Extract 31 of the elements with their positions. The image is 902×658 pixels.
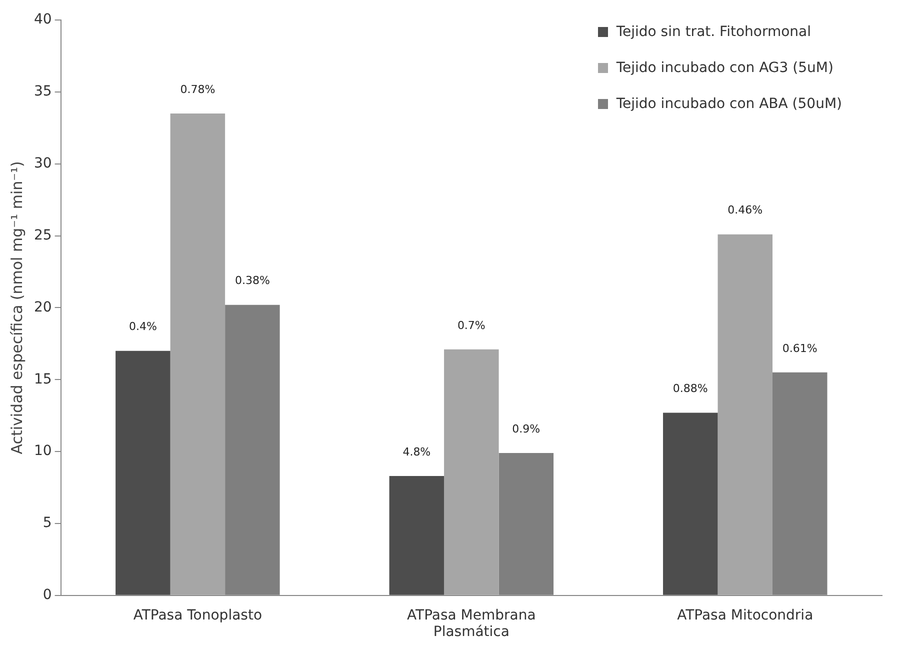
legend-label: Tejido sin trat. Fitohormonal bbox=[616, 24, 812, 40]
bar bbox=[389, 476, 444, 595]
bar bbox=[444, 349, 499, 595]
annotation: 0.46% bbox=[728, 204, 763, 217]
y-tick-label: 5 bbox=[42, 515, 52, 532]
annotation: 0.9% bbox=[512, 422, 540, 436]
annotation: 0.7% bbox=[457, 318, 486, 332]
y-tick-label: 15 bbox=[34, 371, 52, 388]
y-tick-label: 40 bbox=[34, 12, 52, 28]
y-tick-label: 30 bbox=[34, 155, 52, 172]
legend-label: Tejido incubado con ABA (50uM) bbox=[616, 96, 842, 112]
y-tick-label: 25 bbox=[34, 227, 52, 244]
bar bbox=[170, 114, 226, 595]
y-tick-label: 35 bbox=[34, 84, 52, 100]
legend-label: Tejido incubado con AG3 (5uM) bbox=[616, 60, 834, 76]
x-tick-label: ATPasa Membrana Plasmática bbox=[407, 607, 536, 640]
bar bbox=[718, 234, 773, 595]
x-tick-label: ATPasa Tonoplasto bbox=[133, 607, 262, 624]
y-tick-label: 0 bbox=[42, 587, 52, 604]
annotation: 0.4% bbox=[128, 320, 157, 334]
bar bbox=[116, 350, 170, 595]
x-tick-label: ATPasa Mitocondria bbox=[677, 607, 814, 624]
annotation: 0.88% bbox=[672, 382, 708, 396]
y-tick-label: 20 bbox=[34, 299, 52, 316]
annotation: 0.78% bbox=[180, 82, 216, 96]
annotation: 0.61% bbox=[782, 342, 818, 355]
annotation: 0.38% bbox=[234, 274, 270, 288]
y-axis-title: Actividad específica (nmol mg⁻¹ min⁻¹) bbox=[8, 161, 26, 454]
y-tick-label: 10 bbox=[34, 443, 52, 460]
annotation: 4.8% bbox=[402, 445, 431, 458]
bar bbox=[663, 412, 718, 595]
